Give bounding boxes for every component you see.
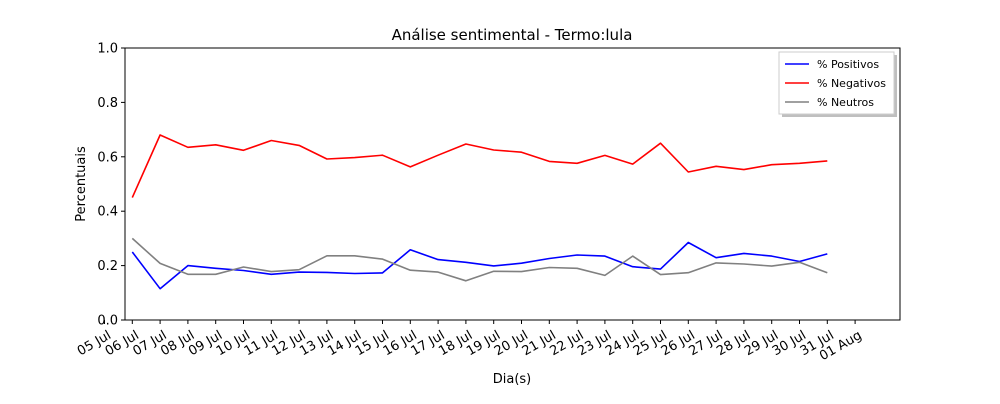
axes-frame xyxy=(124,47,901,321)
y-tick-label: 0.4 xyxy=(97,205,118,220)
series-line-3 xyxy=(131,237,828,282)
chart-title: Análise sentimental - Termo:lula xyxy=(392,26,633,44)
legend-label-2: % Negativos xyxy=(817,77,886,90)
y-tick-label: 1.0 xyxy=(97,42,118,57)
series-line-1 xyxy=(131,241,828,290)
legend: % Positivos % Negativos % Neutros xyxy=(778,51,897,117)
y-tick-label: 0.2 xyxy=(97,259,118,274)
legend-label-3: % Neutros xyxy=(817,96,874,109)
y-tick-label: 0.6 xyxy=(97,150,118,165)
x-axis-label: Dia(s) xyxy=(493,372,532,387)
y-tick-label: 0.8 xyxy=(97,96,118,111)
y-axis-label: Percentuais xyxy=(74,146,89,222)
series-line-2 xyxy=(131,134,828,198)
legend-label-1: % Positivos xyxy=(817,58,879,71)
y-tick-label: 0.0 xyxy=(97,314,118,329)
